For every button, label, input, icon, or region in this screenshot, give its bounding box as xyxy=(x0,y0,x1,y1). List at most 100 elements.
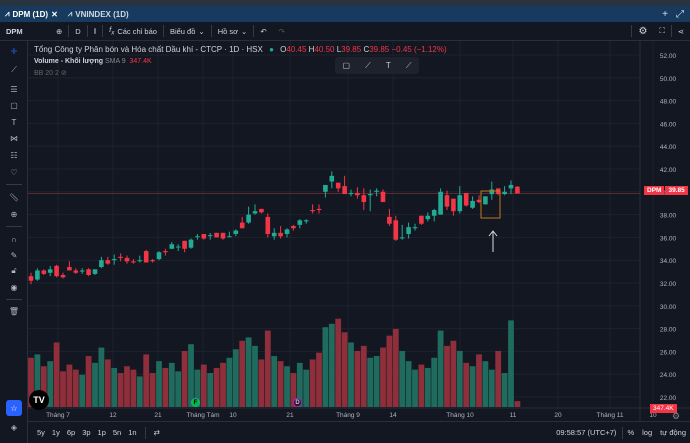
candle-body xyxy=(105,260,111,264)
redo-icon[interactable]: ↷ xyxy=(278,26,285,36)
candle-body xyxy=(393,220,399,240)
tab-vnindex[interactable]: ⩘ VNINDEX (1D) xyxy=(67,9,129,19)
goto-date-icon[interactable]: ⇄ xyxy=(153,428,160,437)
candle-body xyxy=(67,267,72,271)
volume-bar xyxy=(245,337,252,407)
profile-menu-button[interactable]: Hồ sơ ⌄ xyxy=(217,26,248,36)
range-6m[interactable]: 6p xyxy=(66,428,76,437)
undo-icon[interactable]: ↶ xyxy=(260,26,267,36)
volume-bar xyxy=(412,369,418,407)
close-tab-icon[interactable]: ✕ xyxy=(51,9,58,19)
trash-icon[interactable]: 🗑︎ xyxy=(8,306,20,316)
candle-body xyxy=(239,222,245,229)
indicators-button[interactable]: fx Các chỉ báo xyxy=(109,25,157,37)
candle-body xyxy=(284,229,290,234)
range-1y[interactable]: 1y xyxy=(51,428,60,437)
time-tick-label: 14 xyxy=(389,412,397,419)
volume-bar xyxy=(508,320,514,407)
rectangle-icon[interactable]: ▢ xyxy=(342,61,351,70)
range-5d[interactable]: 5n xyxy=(112,428,122,437)
symbol-search[interactable]: DPM xyxy=(6,26,23,36)
settings-gear-icon[interactable]: ⚙ xyxy=(638,25,648,37)
log-toggle[interactable]: log xyxy=(642,428,653,437)
magnet-icon[interactable]: ∩ xyxy=(11,234,17,244)
chart-legend: Tổng Công ty Phân bón và Hóa chất Dầu kh… xyxy=(34,45,447,77)
candle-type-icon[interactable]: ⫾ xyxy=(93,26,97,35)
price-chart[interactable]: 52.0050.0048.0046.0044.0042.0040.0038.00… xyxy=(28,41,690,421)
volume-bar xyxy=(482,361,489,407)
candle-body xyxy=(483,196,488,205)
candle-body xyxy=(412,227,418,229)
trendline-icon[interactable]: ⟋ xyxy=(11,65,17,74)
lock-icon[interactable]: 🔓︎ xyxy=(11,266,17,275)
time-tick-label: 11 xyxy=(510,412,517,419)
add-tab-icon[interactable]: + xyxy=(662,8,668,20)
line-icon[interactable]: ⟋ xyxy=(405,60,412,70)
brush-icon[interactable]: ⟋ xyxy=(365,60,371,70)
heart-icon[interactable]: ♡ xyxy=(10,167,18,177)
candle-body xyxy=(406,227,411,234)
time-tick-label: Tháng Tám xyxy=(186,412,219,419)
candle-body xyxy=(271,232,277,237)
tab-dpm[interactable]: ⩘ DPM (1D) ✕ xyxy=(5,9,58,19)
volume-bar xyxy=(258,359,265,407)
favorites-star-icon[interactable]: ☆ xyxy=(6,400,22,416)
range-1d[interactable]: 1n xyxy=(128,428,137,437)
share-icon[interactable]: ⋖ xyxy=(677,26,684,36)
volume-bar xyxy=(271,356,278,407)
candle-body xyxy=(252,211,258,214)
candle-body xyxy=(310,210,315,212)
lock-drawing-icon[interactable]: ✎ xyxy=(10,250,18,260)
candle-body xyxy=(47,269,53,273)
range-1m[interactable]: 1p xyxy=(97,428,106,437)
candle-body xyxy=(220,232,226,239)
eye-icon[interactable]: ◉ xyxy=(10,282,18,292)
tradingview-logo[interactable]: TV xyxy=(29,390,49,410)
auto-toggle[interactable]: tự động xyxy=(660,428,686,437)
candle-body xyxy=(291,226,296,229)
horizontal-lines-icon[interactable]: ☰ xyxy=(10,84,18,94)
range-3m[interactable]: 3p xyxy=(82,428,91,437)
time-tick-label: 21 xyxy=(154,412,162,419)
fullscreen-icon[interactable]: ⛶ xyxy=(659,26,665,35)
chart-menu-button[interactable]: Biểu đồ ⌄ xyxy=(169,26,205,36)
volume-legend[interactable]: Volume - Khối lượng xyxy=(34,58,104,65)
candle-body xyxy=(463,192,469,206)
text-icon[interactable]: T xyxy=(385,61,391,70)
price-tick-label: 26.00 xyxy=(660,349,677,356)
compare-plus-icon[interactable]: ⊕ xyxy=(56,26,63,36)
zoom-in-icon[interactable]: ⊕ xyxy=(10,209,18,219)
time-tick-label: Tháng 10 xyxy=(446,412,474,419)
volume-bar xyxy=(328,323,335,407)
price-tick-label: 46.00 xyxy=(660,121,677,128)
pattern-icon[interactable]: ⋈ xyxy=(10,133,18,143)
interval-button[interactable]: D xyxy=(75,26,81,36)
candle-body xyxy=(457,195,463,212)
text-icon[interactable]: T xyxy=(11,117,17,127)
rectangle-icon[interactable]: ▢ xyxy=(10,100,18,110)
volume-bar xyxy=(348,342,354,407)
volume-bar xyxy=(444,345,450,407)
candle-body xyxy=(175,246,181,248)
volume-bar xyxy=(360,345,367,407)
event-badge-f[interactable]: F xyxy=(191,398,200,407)
volume-bar xyxy=(514,401,521,407)
volume-bar xyxy=(341,332,348,407)
fib-icon[interactable]: ☷ xyxy=(10,150,18,160)
bb-legend[interactable]: BB 20 2 xyxy=(34,70,59,77)
expand-icon[interactable]: ⤢ xyxy=(676,8,684,20)
volume-bar xyxy=(34,354,41,407)
price-tick-label: 28.00 xyxy=(660,327,677,334)
axis-settings-icon[interactable]: ⚙ xyxy=(672,411,681,421)
crosshair-icon[interactable]: ✛ xyxy=(10,46,18,56)
percent-toggle[interactable]: % xyxy=(627,428,635,437)
volume-bar xyxy=(239,340,246,407)
ruler-icon[interactable]: 📏︎ xyxy=(8,192,20,202)
hidden-eye-icon[interactable]: ⊘ xyxy=(60,70,67,77)
volume-bar xyxy=(149,373,156,407)
layers-icon[interactable]: ◈ xyxy=(10,422,18,432)
range-5y[interactable]: 5y xyxy=(37,428,45,437)
time-tick-label: 10 xyxy=(229,412,237,419)
candle-body xyxy=(99,260,104,268)
event-badge-d[interactable]: D xyxy=(293,398,302,407)
